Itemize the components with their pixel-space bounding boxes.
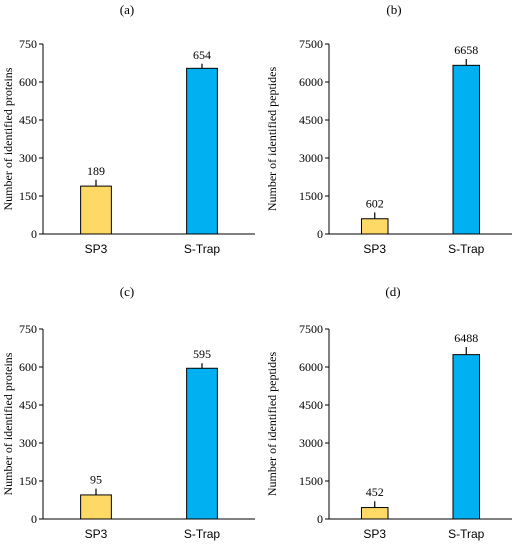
category-label: S-Trap xyxy=(184,527,221,541)
y-tick-label: 150 xyxy=(19,189,37,203)
category-label: SP3 xyxy=(85,242,108,256)
y-tick-label: 750 xyxy=(19,322,37,336)
data-label: 6488 xyxy=(454,331,478,345)
y-tick-label: 1500 xyxy=(299,474,323,488)
y-tick-label: 6000 xyxy=(299,75,323,89)
y-tick-label: 4500 xyxy=(299,398,323,412)
panel-label: (b) xyxy=(386,2,401,17)
y-tick-label: 750 xyxy=(19,37,37,51)
bar xyxy=(186,67,218,235)
panel-label: (d) xyxy=(385,284,400,299)
category-label: S-Trap xyxy=(448,527,485,541)
panel-label: (a) xyxy=(120,2,134,17)
category-label: S-Trap xyxy=(184,242,221,256)
bar xyxy=(452,64,481,235)
y-tick-label: 4500 xyxy=(299,113,323,127)
y-axis-label: Number of identified peptides xyxy=(265,352,279,497)
y-tick-label: 3000 xyxy=(299,151,323,165)
bar xyxy=(452,354,481,520)
bar xyxy=(360,507,389,520)
y-tick-label: 7500 xyxy=(299,322,323,336)
data-label: 95 xyxy=(90,473,102,487)
bar xyxy=(186,367,218,520)
y-tick-label: 450 xyxy=(19,398,37,412)
bar xyxy=(80,185,112,235)
y-tick-label: 450 xyxy=(19,113,37,127)
y-tick-label: 3000 xyxy=(299,436,323,450)
data-label: 6658 xyxy=(454,43,478,57)
y-axis-label: Number of identified proteins xyxy=(1,67,15,210)
y-tick-label: 0 xyxy=(317,512,323,526)
data-label: 654 xyxy=(193,48,211,62)
y-tick-label: 6000 xyxy=(299,360,323,374)
category-label: SP3 xyxy=(363,242,386,256)
y-tick-label: 1500 xyxy=(299,189,323,203)
y-tick-label: 300 xyxy=(19,151,37,165)
y-tick-label: 7500 xyxy=(299,37,323,51)
y-tick-label: 600 xyxy=(19,360,37,374)
y-tick-label: 150 xyxy=(19,474,37,488)
category-label: SP3 xyxy=(363,527,386,541)
data-label: 595 xyxy=(193,347,211,361)
y-tick-label: 0 xyxy=(317,227,323,241)
y-tick-label: 300 xyxy=(19,436,37,450)
category-label: S-Trap xyxy=(448,242,485,256)
y-axis-label: Number of identified peptides xyxy=(265,67,279,212)
y-tick-label: 0 xyxy=(31,227,37,241)
bar xyxy=(80,494,112,520)
data-label: 189 xyxy=(87,164,105,178)
data-label: 602 xyxy=(366,196,384,210)
data-label: 452 xyxy=(366,485,384,499)
y-tick-label: 600 xyxy=(19,75,37,89)
y-tick-label: 0 xyxy=(31,512,37,526)
bar xyxy=(360,218,389,235)
y-axis-label: Number of identified proteins xyxy=(1,352,15,495)
panel-label: (c) xyxy=(120,284,134,299)
category-label: SP3 xyxy=(85,527,108,541)
